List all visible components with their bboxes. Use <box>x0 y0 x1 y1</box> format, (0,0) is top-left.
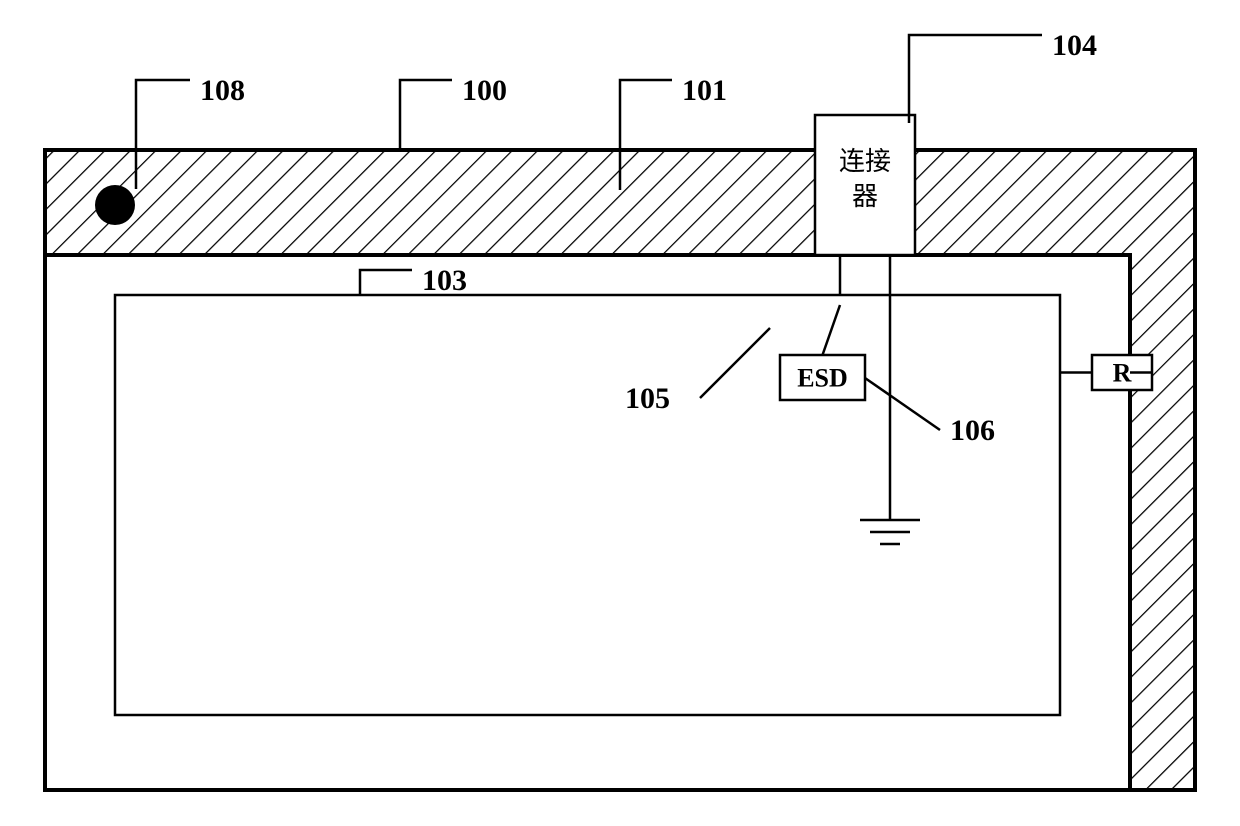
connector-label-line1: 连接 <box>839 147 891 176</box>
ground-symbol <box>860 520 920 544</box>
dot-108 <box>95 185 135 225</box>
ref-101: 101 <box>682 74 727 107</box>
hatched-border <box>45 150 1195 790</box>
ref-104: 104 <box>1052 29 1097 62</box>
ref-105: 105 <box>625 382 670 415</box>
wire-esd-tap <box>823 305 841 355</box>
connector-label-line2: 器 <box>852 182 878 211</box>
ref-100: 100 <box>462 74 507 107</box>
ref-103: 103 <box>422 264 467 297</box>
esd-label: ESD <box>797 364 848 393</box>
schematic-diagram: 连接 器 ESD R 108 100 101 104 103 105 106 <box>0 0 1240 826</box>
ref-106: 106 <box>950 414 995 447</box>
ref-108: 108 <box>200 74 245 107</box>
resistor-label: R <box>1113 359 1132 388</box>
inner-rectangle <box>115 295 1060 715</box>
